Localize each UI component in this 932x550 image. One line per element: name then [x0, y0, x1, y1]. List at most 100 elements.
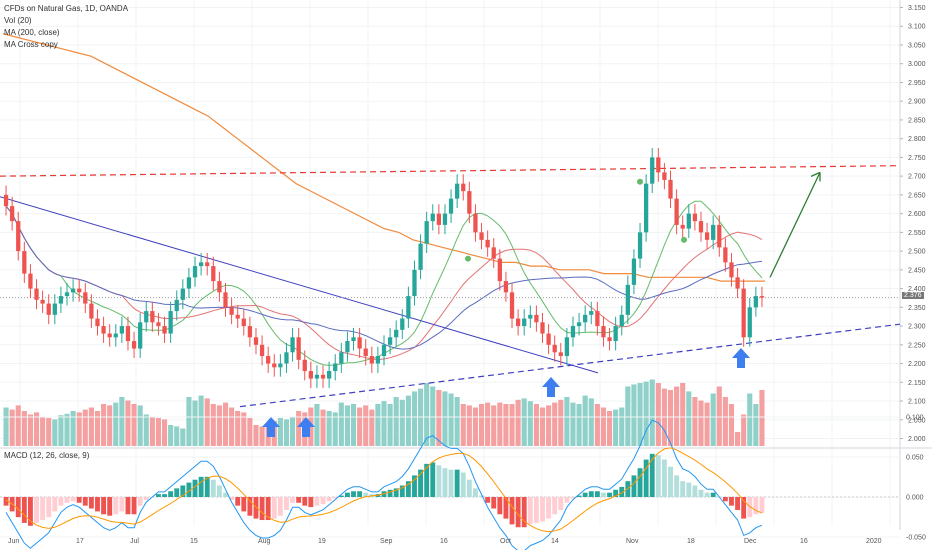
time-tick-label: 16 — [440, 538, 448, 545]
candle-body — [314, 374, 320, 379]
candle-body — [601, 326, 606, 338]
projection-arrow-shaft — [769, 172, 821, 278]
price-tick-label: 2.750 — [908, 155, 926, 162]
volume-bar — [716, 386, 722, 446]
candle-body — [247, 326, 253, 338]
volume-bar — [399, 399, 405, 446]
volume-bar — [320, 409, 326, 446]
time-axis[interactable]: Jun 17 Jul 15 Aug 19 Sep 16 Oct 14 Nov 18 Dec 16 2020 — [8, 538, 882, 545]
macd-histogram-bar — [326, 497, 332, 502]
volume-bar — [649, 379, 655, 446]
volume-bar — [393, 397, 399, 446]
volume-bar — [155, 418, 162, 446]
volume-bar — [222, 402, 229, 446]
macd-histogram-bar — [229, 497, 235, 500]
macd-histogram-bar — [198, 476, 204, 497]
volume-bar — [149, 416, 155, 446]
volume-bar — [174, 426, 180, 446]
macd-histogram-bar — [473, 488, 478, 497]
signal-dot — [681, 236, 687, 243]
volume-bar — [27, 414, 33, 446]
candle-body — [192, 266, 198, 278]
candle-body — [412, 269, 417, 297]
candle-body — [28, 273, 33, 289]
macd-histogram-bar — [692, 485, 698, 497]
volume-bar — [667, 390, 674, 446]
candle-body — [662, 172, 667, 180]
candle-body — [485, 239, 490, 248]
volume-bar — [436, 390, 442, 446]
candle-body — [503, 281, 509, 293]
candle-body — [448, 198, 454, 214]
candle-body — [643, 183, 649, 233]
candle-body — [259, 344, 265, 357]
time-tick-label: Aug — [258, 538, 271, 545]
candle-body — [436, 213, 441, 225]
volume-bar — [363, 405, 369, 446]
candle-body — [52, 303, 57, 315]
candle-body — [241, 318, 246, 327]
volume-bar — [600, 407, 607, 446]
volume-bar — [58, 415, 64, 446]
ma-cross-legend: MA Cross copy — [4, 40, 58, 49]
macd-histogram-bar — [52, 497, 58, 512]
macd-histogram-bar — [15, 497, 21, 518]
macd-histogram-bar — [515, 497, 521, 528]
candle-body — [650, 157, 655, 184]
volume-bar — [283, 419, 290, 446]
volume-bar — [454, 397, 460, 446]
price-tick-label: 2.900 — [908, 99, 926, 106]
macd-histogram-bar — [174, 488, 180, 497]
time-tick-label: 18 — [687, 538, 695, 545]
candle-body — [144, 311, 149, 323]
volume-bar — [332, 412, 338, 446]
volume-legend: Vol (20) — [4, 16, 32, 25]
volume-bar — [460, 404, 466, 446]
macd-panel — [0, 416, 900, 550]
volume-bar — [204, 398, 210, 446]
volume-bar — [533, 404, 539, 446]
signal-line — [5, 447, 763, 533]
time-tick-label: Nov — [626, 538, 639, 545]
volume-bar — [3, 407, 9, 446]
signal-markers — [465, 178, 687, 262]
price-axis[interactable]: 3.150 3.100 3.050 3.000 2.950 2.900 2.850 2.800… — [900, 5, 926, 542]
volume-bar — [491, 405, 497, 446]
macd-histogram-bar — [412, 475, 417, 497]
price-tick-label: 3.100 — [908, 24, 926, 31]
macd-histogram-bar — [302, 497, 308, 506]
price-tick-label: 2.050 — [908, 417, 926, 424]
volume-bar — [448, 393, 454, 446]
macd-histogram-bar — [95, 497, 100, 512]
volume-bar — [289, 416, 296, 446]
candle-body — [747, 307, 752, 338]
candle-body — [717, 224, 722, 248]
volume-bar — [472, 407, 479, 446]
candle-body — [101, 326, 106, 334]
macd-histogram-bar — [271, 497, 277, 519]
resistance-line — [0, 165, 901, 177]
projection-arrow-head — [810, 171, 821, 182]
candle-body — [387, 337, 393, 345]
candle-body — [546, 333, 551, 345]
time-tick-label: Jul — [130, 538, 139, 545]
candle-body — [174, 299, 179, 312]
candle-body — [583, 314, 588, 323]
macd-histogram-bar — [180, 485, 186, 497]
macd-histogram-bar — [82, 497, 88, 506]
macd-histogram-bar — [741, 497, 747, 519]
candle-body — [509, 292, 515, 319]
volume-bar — [515, 399, 521, 446]
macd-histogram-bar — [601, 492, 606, 497]
candle-body — [70, 288, 76, 293]
volume-bar — [314, 404, 320, 446]
candle-body — [272, 363, 277, 368]
candle-body — [333, 363, 338, 372]
price-tick-label: 2.200 — [908, 361, 926, 368]
up-arrow-icon — [297, 417, 315, 437]
candle-body — [473, 213, 478, 233]
macd-histogram-bar — [607, 492, 612, 497]
price-tick-label: 2.450 — [908, 267, 926, 274]
ma-200-line — [2, 33, 765, 282]
macd-histogram-bar — [290, 497, 295, 503]
